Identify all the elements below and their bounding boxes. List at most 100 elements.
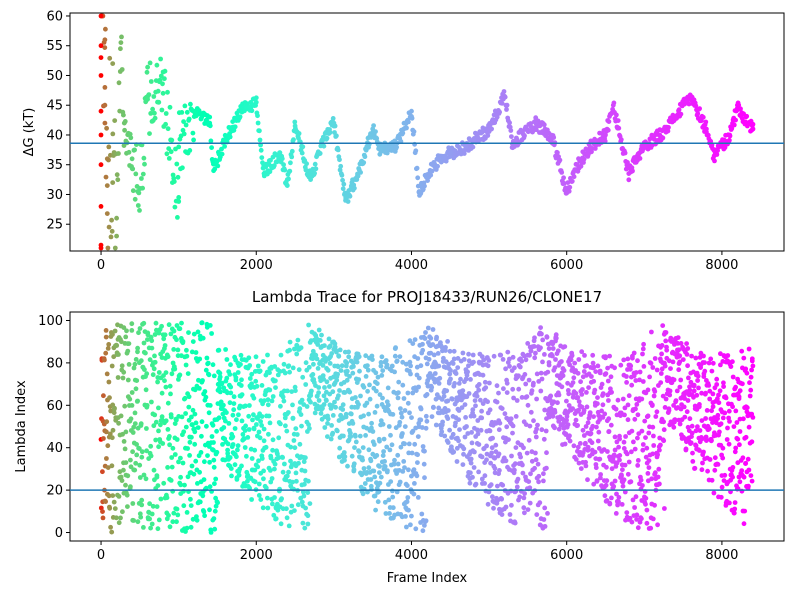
data-point bbox=[473, 481, 479, 487]
data-point bbox=[251, 395, 257, 401]
data-point bbox=[200, 493, 206, 499]
data-point bbox=[207, 114, 213, 120]
data-point bbox=[580, 387, 585, 392]
data-point bbox=[396, 379, 402, 385]
data-point bbox=[658, 371, 664, 376]
data-point bbox=[272, 466, 277, 472]
data-point bbox=[520, 470, 526, 476]
data-point bbox=[147, 357, 153, 363]
data-point bbox=[207, 484, 213, 490]
data-point bbox=[172, 421, 178, 426]
data-point bbox=[732, 506, 738, 512]
data-point bbox=[155, 88, 161, 94]
data-point bbox=[439, 429, 445, 435]
data-point bbox=[387, 447, 393, 453]
data-point bbox=[723, 395, 729, 401]
data-point bbox=[430, 342, 436, 347]
data-point bbox=[666, 358, 672, 364]
data-point bbox=[543, 428, 549, 434]
data-point bbox=[564, 398, 569, 404]
data-point bbox=[319, 332, 324, 338]
data-point bbox=[466, 363, 471, 369]
data-point bbox=[314, 356, 320, 362]
data-point bbox=[344, 368, 350, 374]
data-point bbox=[212, 526, 218, 532]
data-point bbox=[168, 414, 174, 420]
data-point bbox=[409, 415, 414, 420]
data-point bbox=[442, 433, 448, 439]
data-point bbox=[624, 380, 629, 385]
data-point bbox=[132, 467, 138, 473]
data-point bbox=[127, 131, 133, 137]
x-tick-label: 2000 bbox=[240, 258, 273, 273]
data-point bbox=[676, 367, 682, 373]
data-point bbox=[132, 196, 138, 202]
data-point bbox=[684, 341, 689, 346]
data-point bbox=[476, 469, 481, 475]
data-point bbox=[603, 132, 608, 138]
data-point bbox=[224, 357, 230, 362]
data-point bbox=[445, 339, 450, 344]
data-point bbox=[235, 447, 240, 453]
data-point bbox=[447, 150, 453, 156]
data-point bbox=[512, 461, 518, 467]
data-point bbox=[604, 464, 609, 470]
data-point bbox=[410, 341, 416, 346]
data-point bbox=[650, 516, 656, 522]
data-point bbox=[630, 168, 635, 174]
data-point bbox=[153, 437, 159, 443]
data-point bbox=[282, 415, 288, 421]
data-point bbox=[154, 504, 160, 509]
data-point bbox=[700, 460, 705, 466]
data-point bbox=[725, 353, 731, 358]
data-point bbox=[511, 395, 516, 401]
data-point bbox=[661, 419, 666, 425]
data-point bbox=[504, 424, 510, 430]
data-point bbox=[409, 450, 415, 456]
data-point bbox=[648, 525, 654, 531]
data-point bbox=[255, 363, 261, 369]
data-point bbox=[167, 104, 173, 110]
data-point bbox=[221, 425, 227, 430]
data-point bbox=[746, 467, 752, 473]
data-point bbox=[141, 155, 147, 161]
data-point bbox=[451, 348, 457, 354]
data-point bbox=[228, 390, 234, 396]
data-point bbox=[616, 444, 621, 450]
data-point bbox=[581, 369, 587, 374]
data-point bbox=[110, 61, 116, 66]
data-point bbox=[290, 479, 295, 485]
data-point bbox=[313, 166, 319, 172]
data-point bbox=[253, 354, 259, 360]
data-point bbox=[148, 525, 154, 531]
data-point bbox=[469, 430, 474, 435]
data-point bbox=[194, 514, 199, 519]
data-point bbox=[335, 364, 341, 370]
data-point bbox=[659, 343, 665, 348]
data-point bbox=[536, 479, 541, 485]
data-point bbox=[134, 442, 140, 447]
data-point bbox=[548, 132, 554, 138]
data-point bbox=[585, 477, 590, 483]
data-point bbox=[416, 384, 421, 390]
data-point bbox=[634, 512, 640, 518]
data-point bbox=[654, 409, 660, 415]
data-point bbox=[133, 357, 139, 362]
data-point bbox=[527, 352, 532, 358]
data-point bbox=[400, 130, 406, 136]
data-point bbox=[158, 496, 164, 502]
data-point bbox=[223, 418, 228, 424]
data-point bbox=[552, 409, 558, 415]
data-point bbox=[463, 415, 468, 420]
data-point bbox=[104, 211, 110, 217]
data-point bbox=[561, 175, 566, 181]
data-point bbox=[144, 448, 150, 454]
data-point bbox=[346, 354, 352, 360]
data-point bbox=[733, 445, 739, 451]
data-point bbox=[227, 372, 233, 377]
data-point bbox=[615, 118, 621, 123]
data-point bbox=[727, 132, 733, 138]
data-point bbox=[98, 73, 104, 78]
data-point bbox=[567, 438, 573, 444]
data-point bbox=[282, 370, 288, 376]
